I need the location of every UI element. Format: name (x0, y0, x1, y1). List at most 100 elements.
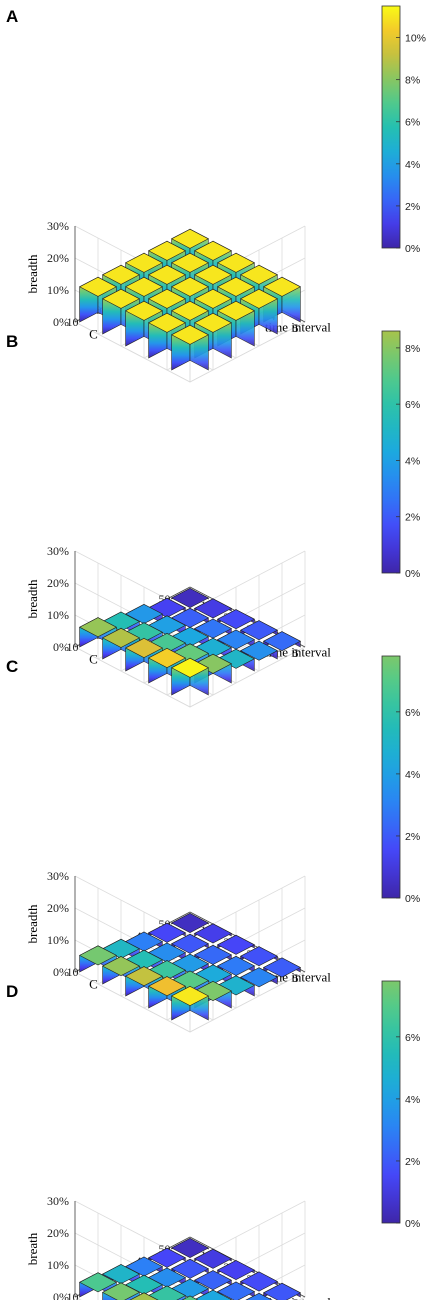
y-axis-label: C (89, 326, 98, 341)
bar-c50-t5 (262, 631, 302, 652)
bar-c50-t4 (239, 620, 279, 641)
colorbar-tick-label: 2% (405, 831, 420, 843)
bar-c40-t2 (170, 933, 210, 954)
z-tick-label: 30% (47, 544, 69, 558)
colorbar-tick-label: 2% (405, 201, 420, 213)
bar-top-face (147, 1285, 187, 1300)
bar-top-face (78, 1272, 118, 1293)
bar-top-face (181, 1295, 199, 1300)
bar-top-face (147, 1247, 187, 1268)
bar-c40-t3 (193, 1270, 233, 1291)
colorbar-tick-label: 0% (405, 243, 420, 255)
bar-top-face (147, 648, 187, 668)
bar-c30-t4 (193, 1289, 233, 1300)
x-tick-label: 5 (293, 646, 299, 660)
z-axis-label: breadth (25, 254, 40, 293)
z-tick-label: 0% (53, 315, 69, 329)
panel-c: C0%10%20%30%123451020304050breadthtime i… (6, 655, 420, 1033)
bar-top-face (170, 324, 210, 345)
bar-top-face (101, 264, 141, 285)
bar-top-face (239, 1271, 279, 1292)
bar-top-face (170, 913, 210, 933)
bar-top-face (262, 276, 302, 297)
colorbar-tick-label: 8% (405, 75, 420, 87)
bar-c50-t3 (216, 609, 256, 630)
z-tick-label: 0% (53, 965, 69, 979)
colorbar-tick-label: 0% (405, 1218, 420, 1230)
bar-c50-t1 (170, 912, 210, 933)
colorbar-tick-label: 0% (405, 893, 420, 905)
bar-top-face (239, 946, 279, 967)
bar-top-face (101, 1282, 141, 1300)
wall-gridline (74, 646, 306, 708)
bar-c50-t3 (216, 1260, 256, 1281)
bar-top-face (129, 1292, 159, 1300)
bar-top-face (147, 240, 187, 261)
colorbar-tick-label: 4% (405, 1094, 420, 1106)
colorbar-tick-label: 0% (405, 568, 420, 580)
z-tick-label: 20% (47, 251, 69, 265)
bar-top-face (147, 264, 187, 285)
panel-d: D0%10%20%30%123451020304050breathtime in… (6, 980, 420, 1300)
bar-top-face (262, 957, 302, 978)
bar-top-face (124, 966, 164, 987)
z-tick-label: 20% (47, 576, 69, 590)
colorbar: 0% 2% 4% 6% 8% (381, 330, 420, 580)
wall-gridline (74, 971, 306, 1033)
bar-top-face (147, 288, 187, 309)
panel-letter: A (6, 7, 18, 26)
bar-c40-t1 (147, 597, 187, 618)
bars (78, 1237, 302, 1300)
bar-top-face (170, 1258, 210, 1279)
bar-top-face (239, 640, 279, 661)
bars (78, 587, 302, 696)
bar-top-face (170, 276, 210, 297)
bar-top-face (193, 653, 233, 674)
bars (78, 228, 302, 371)
bar-top-face (124, 252, 164, 273)
bar-top-face (170, 1238, 210, 1258)
z-tick-label: 10% (47, 283, 69, 297)
bar-top-face (193, 240, 233, 261)
bar-top-face (239, 264, 279, 285)
colorbar-tick-label: 2% (405, 512, 420, 524)
colorbar-bar (381, 330, 401, 574)
bar-c10-t2 (101, 1282, 141, 1300)
bar-c50-t2 (193, 1248, 233, 1269)
colorbar: 0% 2% 4% 6% (381, 655, 420, 905)
y-tick-label: 10 (67, 965, 79, 979)
bar-top-face (216, 648, 256, 669)
bar-c40-t3 (193, 618, 233, 639)
bar-c40-t1 (147, 1247, 187, 1268)
bar-c50-t1 (170, 587, 210, 608)
bar-top-face (239, 620, 279, 641)
bar-top-face (193, 1289, 233, 1300)
bar-top-face (170, 300, 210, 321)
panel-a: A0%10%20%30%123451020304050breadthtime i… (6, 5, 426, 383)
colorbar: 0% 2% 4% 6% 8% 10% (381, 5, 426, 255)
bar-c40-t5 (239, 967, 279, 988)
bar-top-face (193, 923, 233, 944)
bar-top-face (170, 986, 210, 1006)
bar-c10-t5 (170, 324, 210, 371)
z-tick-label: 30% (47, 219, 69, 233)
z-tick-label: 10% (47, 1258, 69, 1272)
z-axis-label: breadth (25, 579, 40, 618)
bar-top-face (216, 252, 256, 273)
x-tick-label: 5 (293, 321, 299, 335)
bar-c50-t4 (239, 946, 279, 967)
bars (78, 912, 302, 1021)
y-tick-label: 10 (67, 1290, 79, 1300)
x-axis-label: time interval (265, 1295, 331, 1300)
bar-top-face (170, 228, 210, 249)
bar-top-face (239, 288, 279, 309)
x-tick-label: 5 (293, 971, 299, 985)
z-tick-label: 10% (47, 608, 69, 622)
bar-top-face (78, 617, 118, 638)
bar-top-face (193, 1248, 233, 1269)
bar-top-face (124, 638, 164, 658)
y-axis-label: C (89, 976, 98, 991)
colorbar-tick-label: 2% (405, 1156, 420, 1168)
colorbar-tick-label: 8% (405, 343, 420, 355)
